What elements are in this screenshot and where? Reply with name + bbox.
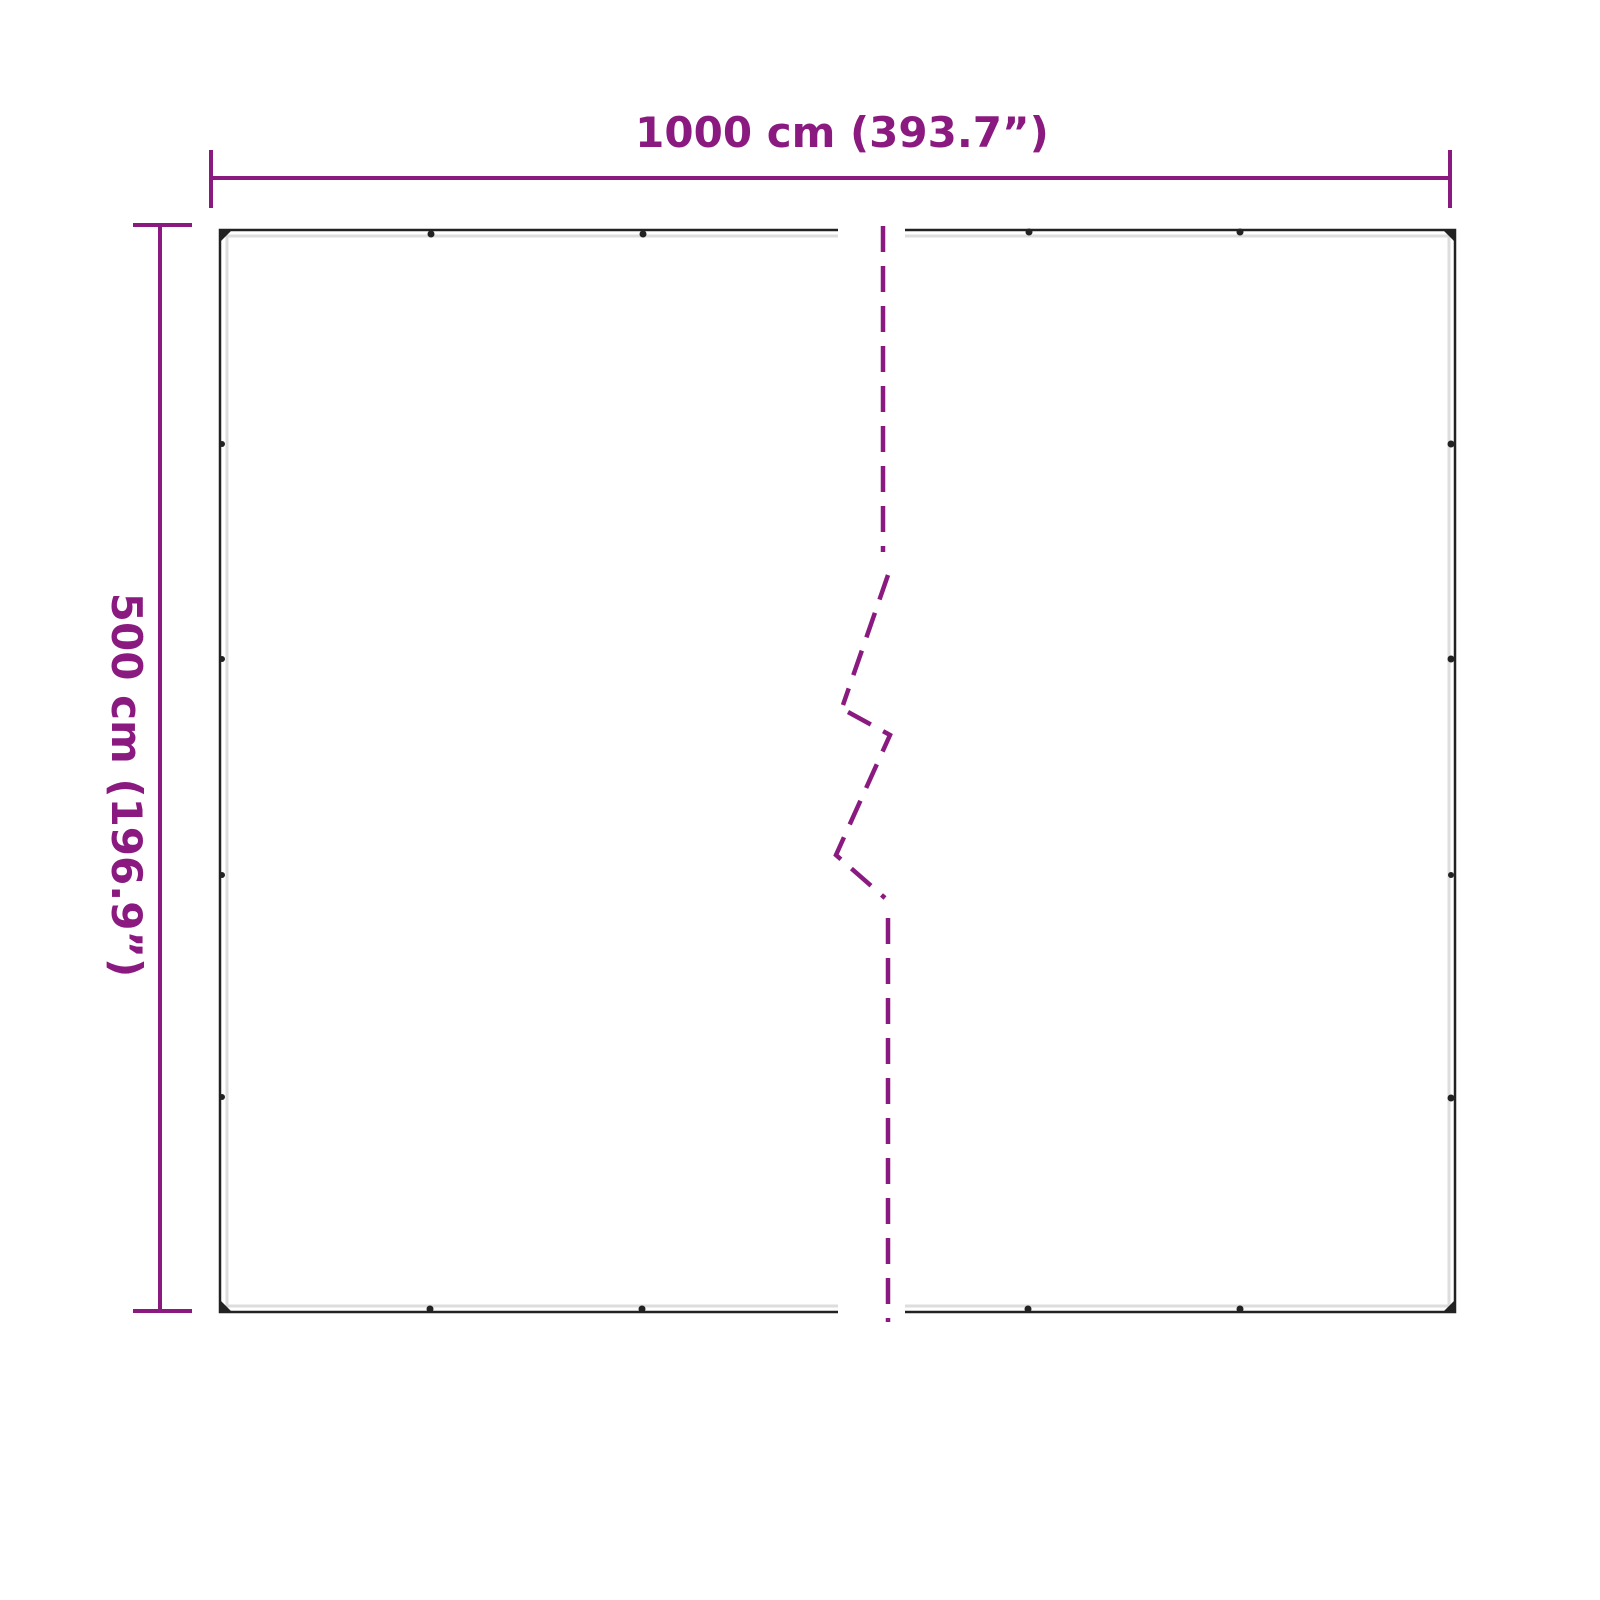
- tarp-left-edge: [218, 228, 838, 1314]
- tarp-outline: [218, 228, 1457, 1314]
- tarp-inner-hem: [225, 234, 1451, 1308]
- corner-icon: [1443, 230, 1455, 242]
- grommet-icon: [1448, 872, 1454, 878]
- corner-icon: [1443, 1300, 1455, 1312]
- grommet-icon: [219, 872, 225, 878]
- grommets: [219, 228, 1455, 1313]
- width-label: 1000 cm (393.7”): [635, 108, 1049, 157]
- corner-icon: [220, 230, 232, 242]
- break-line: [833, 226, 893, 1322]
- grommet-icon: [1025, 228, 1033, 236]
- grommet-icon: [1447, 1094, 1455, 1102]
- grommet-icon: [427, 230, 435, 238]
- grommet-icon: [1236, 1305, 1244, 1313]
- corner-grommets: [220, 230, 1455, 1312]
- grommet-icon: [1447, 655, 1455, 663]
- height-label: 500 cm (196.9”): [102, 593, 151, 977]
- grommet-icon: [426, 1305, 434, 1313]
- grommet-icon: [639, 230, 647, 238]
- grommet-icon: [219, 1094, 225, 1100]
- tarp-right-edge: [905, 228, 1457, 1314]
- height-dimension: [133, 223, 192, 1313]
- grommet-icon: [219, 656, 225, 662]
- width-dimension: [209, 150, 1452, 208]
- grommet-icon: [1447, 440, 1455, 448]
- grommet-icon: [1236, 228, 1244, 236]
- grommet-icon: [1024, 1305, 1032, 1313]
- grommet-icon: [638, 1305, 646, 1313]
- grommet-icon: [219, 441, 225, 447]
- corner-icon: [220, 1300, 232, 1312]
